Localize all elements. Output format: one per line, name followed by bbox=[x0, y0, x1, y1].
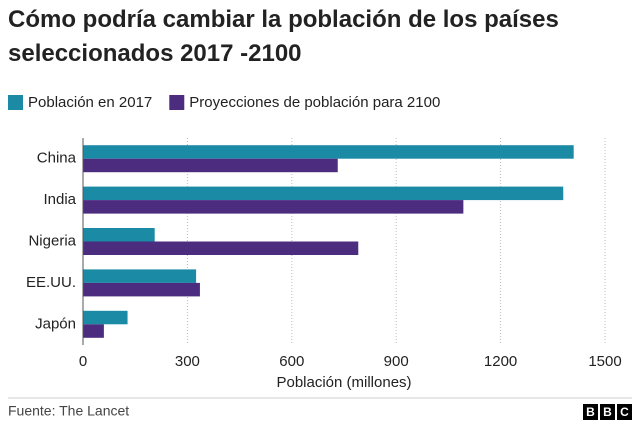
logo-letter: B bbox=[603, 405, 612, 419]
legend-swatch bbox=[8, 95, 23, 110]
bar bbox=[83, 241, 359, 255]
chart-title: Cómo podría cambiar la población de los … bbox=[8, 6, 559, 67]
bar bbox=[83, 310, 128, 325]
bar bbox=[83, 186, 564, 201]
bar bbox=[83, 200, 464, 214]
bar bbox=[83, 158, 338, 173]
x-tick-label: 1500 bbox=[588, 353, 621, 370]
x-tick-label: 600 bbox=[279, 353, 304, 370]
y-tick-label: Nigeria bbox=[28, 232, 76, 249]
y-tick-label: Japón bbox=[35, 315, 76, 332]
x-axis-label: Población (millones) bbox=[276, 374, 411, 391]
legend-label: Población en 2017 bbox=[28, 94, 152, 111]
logo-box bbox=[617, 404, 632, 420]
x-tick-label: 0 bbox=[79, 353, 87, 370]
logo-box bbox=[583, 404, 598, 420]
y-tick-label: EE.UU. bbox=[26, 274, 76, 291]
logo-box bbox=[600, 404, 615, 420]
x-tick-label: 1200 bbox=[484, 353, 517, 370]
bar bbox=[83, 228, 155, 242]
source: Fuente: The Lancet bbox=[8, 403, 129, 419]
logo-letter: C bbox=[620, 405, 629, 419]
logo-letter: B bbox=[586, 405, 595, 419]
legend-swatch bbox=[169, 95, 185, 110]
y-tick-label: China bbox=[37, 150, 77, 167]
bar bbox=[83, 269, 197, 283]
legend-label: Proyecciones de población para 2100 bbox=[189, 94, 440, 111]
y-tick-label: India bbox=[43, 191, 76, 208]
bar bbox=[83, 324, 104, 338]
bar bbox=[83, 145, 574, 159]
x-tick-label: 300 bbox=[175, 353, 200, 370]
x-tick-label: 900 bbox=[384, 353, 409, 370]
bar bbox=[83, 282, 200, 297]
